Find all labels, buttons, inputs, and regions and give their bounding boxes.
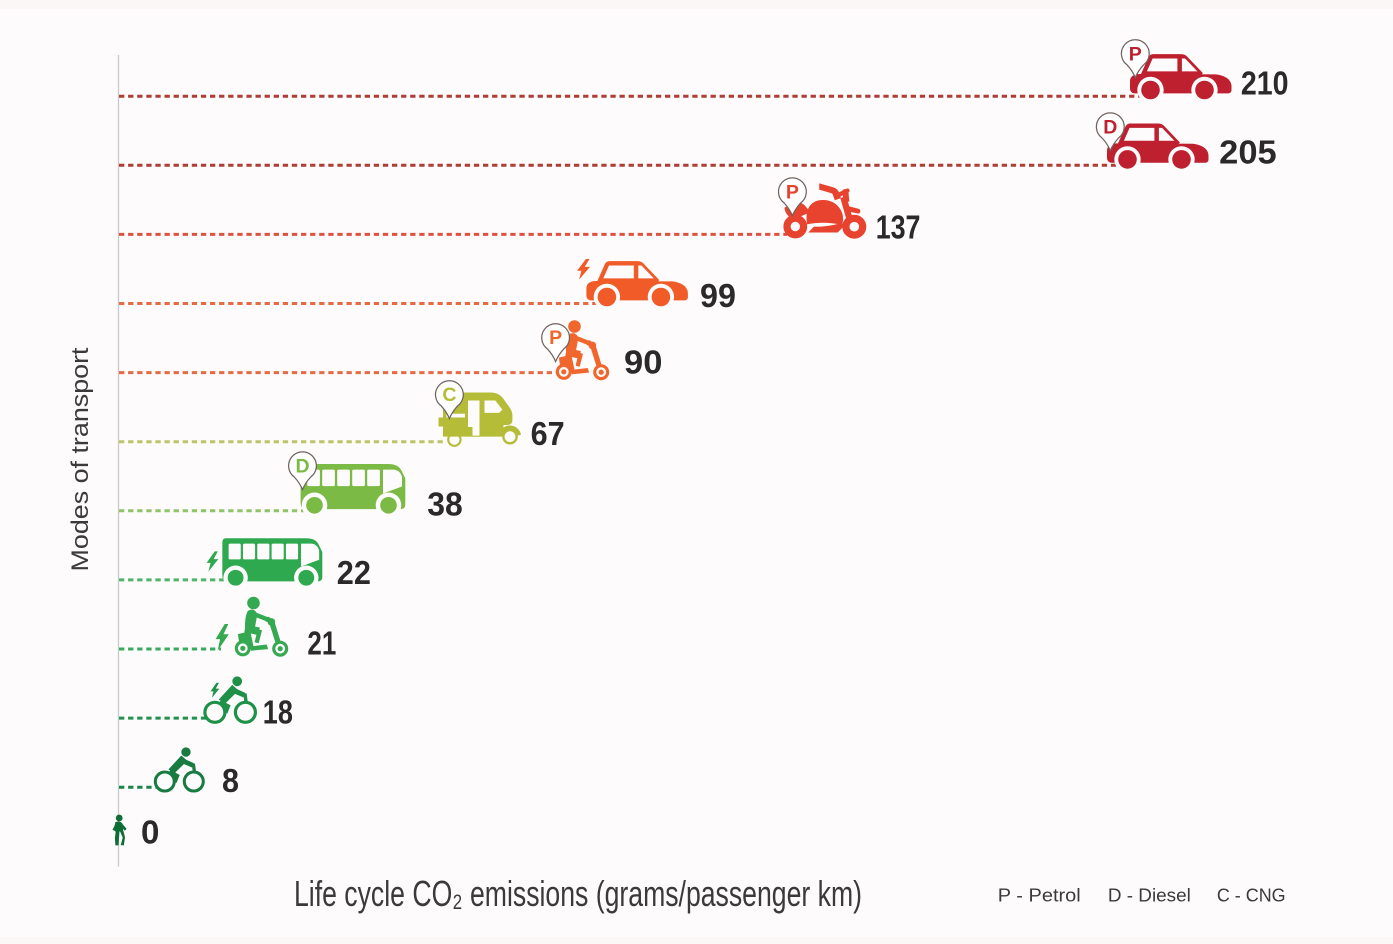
svg-text:90: 90 [624,344,662,381]
svg-text:D - Diesel: D - Diesel [1108,885,1191,906]
svg-text:Life cycle CO₂ emissions (gram: Life cycle CO₂ emissions (grams/passenge… [294,873,862,914]
svg-text:99: 99 [700,278,736,315]
svg-text:P: P [786,181,799,203]
svg-text:22: 22 [337,555,371,592]
svg-text:210: 210 [1241,65,1289,102]
svg-text:0: 0 [141,814,159,851]
svg-text:8: 8 [222,763,239,800]
svg-text:205: 205 [1219,135,1277,172]
svg-text:P: P [549,327,562,349]
svg-text:C: C [442,384,456,406]
svg-text:P - Petrol: P - Petrol [998,885,1081,906]
svg-text:67: 67 [531,416,565,453]
svg-text:137: 137 [876,209,921,246]
svg-text:D: D [295,455,309,477]
svg-text:C - CNG: C - CNG [1217,885,1286,906]
svg-text:Modes of transport: Modes of transport [67,347,94,571]
svg-text:D: D [1103,116,1117,138]
svg-text:38: 38 [427,487,463,524]
svg-text:P: P [1129,43,1142,65]
svg-text:21: 21 [307,625,336,662]
svg-text:18: 18 [263,694,293,731]
